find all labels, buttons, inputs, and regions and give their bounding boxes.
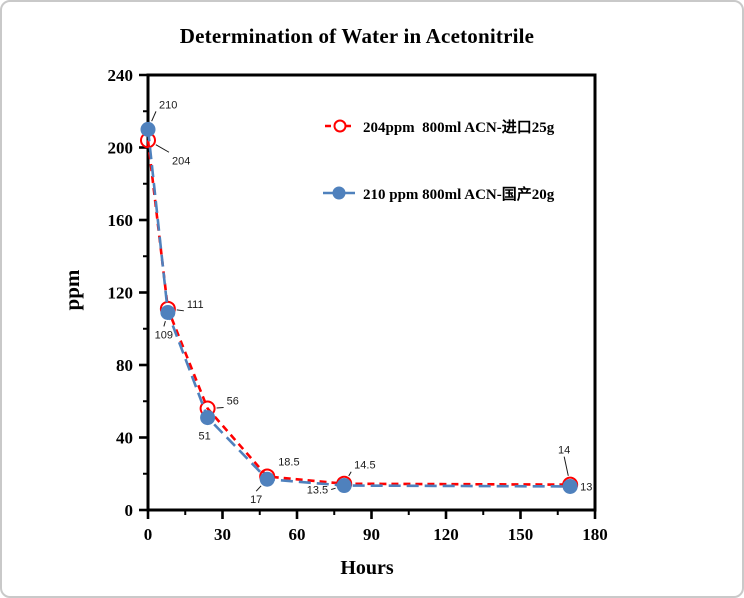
y-tick-label: 80	[116, 356, 133, 375]
data-point-filled-circle	[562, 478, 578, 494]
series-domestic: 210 109 51 17 13.5 13	[140, 99, 592, 506]
data-point-filled-circle	[336, 478, 352, 494]
x-tick-label: 60	[289, 525, 306, 544]
data-label: 13.5	[307, 485, 328, 497]
x-tick-label: 0	[144, 525, 153, 544]
legend-item-imported: 204ppm 800ml ACN-进口25g	[324, 115, 554, 137]
data-label-leader	[176, 309, 184, 312]
y-tick-label: 120	[108, 284, 134, 303]
chart-title: Determination of Water in Acetonitrile	[179, 24, 535, 48]
y-axis-title: ppm	[59, 269, 84, 311]
data-point-filled-circle	[140, 121, 156, 137]
legend-marker-open-circle-icon	[325, 119, 355, 133]
data-label: 56	[227, 396, 239, 408]
data-label: 17	[250, 494, 262, 506]
data-label: 51	[198, 431, 210, 443]
data-label: 14.5	[354, 460, 375, 472]
data-label: 13	[580, 481, 592, 493]
data-label: 204	[172, 155, 190, 167]
y-tick-label: 200	[108, 139, 134, 158]
x-tick-label: 150	[508, 525, 534, 544]
y-tick-label: 40	[116, 429, 133, 448]
data-point-filled-circle	[259, 471, 275, 487]
data-label-leader	[151, 111, 157, 122]
y-tick-label: 0	[125, 501, 134, 520]
data-label-leader	[255, 485, 262, 492]
legend-item-domestic: 210 ppm 800ml ACN-国产20g	[322, 182, 554, 204]
legend-label-imported: 204ppm 800ml ACN-进口25g	[363, 119, 555, 136]
legend-label-domestic: 210 ppm 800ml ACN-国产20g	[363, 186, 555, 203]
data-label-leader	[563, 456, 569, 476]
data-label: 111	[187, 299, 204, 311]
x-axis-title: Hours	[340, 557, 394, 579]
data-label: 14	[558, 445, 570, 457]
y-tick-label: 160	[108, 211, 134, 230]
data-label: 109	[155, 329, 173, 341]
data-label-leader	[348, 471, 352, 477]
x-tick-label: 180	[582, 525, 608, 544]
y-tick-label: 240	[108, 66, 134, 85]
data-point-filled-circle	[200, 410, 216, 426]
legend-marker-filled-circle-icon	[323, 186, 355, 200]
x-tick-label: 120	[433, 525, 459, 544]
data-label: 18.5	[278, 456, 299, 468]
data-label: 210	[159, 99, 177, 111]
data-label-leader	[331, 487, 336, 491]
data-label-leader	[163, 320, 166, 327]
series-imported: 204 111 56 18.5 14.5 14	[140, 132, 579, 493]
series-line	[146, 129, 571, 488]
plot-frame	[146, 73, 597, 512]
x-tick-label: 30	[214, 525, 231, 544]
x-tick-label: 90	[363, 525, 380, 544]
data-label-leader	[155, 144, 170, 153]
series-line	[146, 140, 571, 486]
data-point-filled-circle	[160, 304, 176, 320]
